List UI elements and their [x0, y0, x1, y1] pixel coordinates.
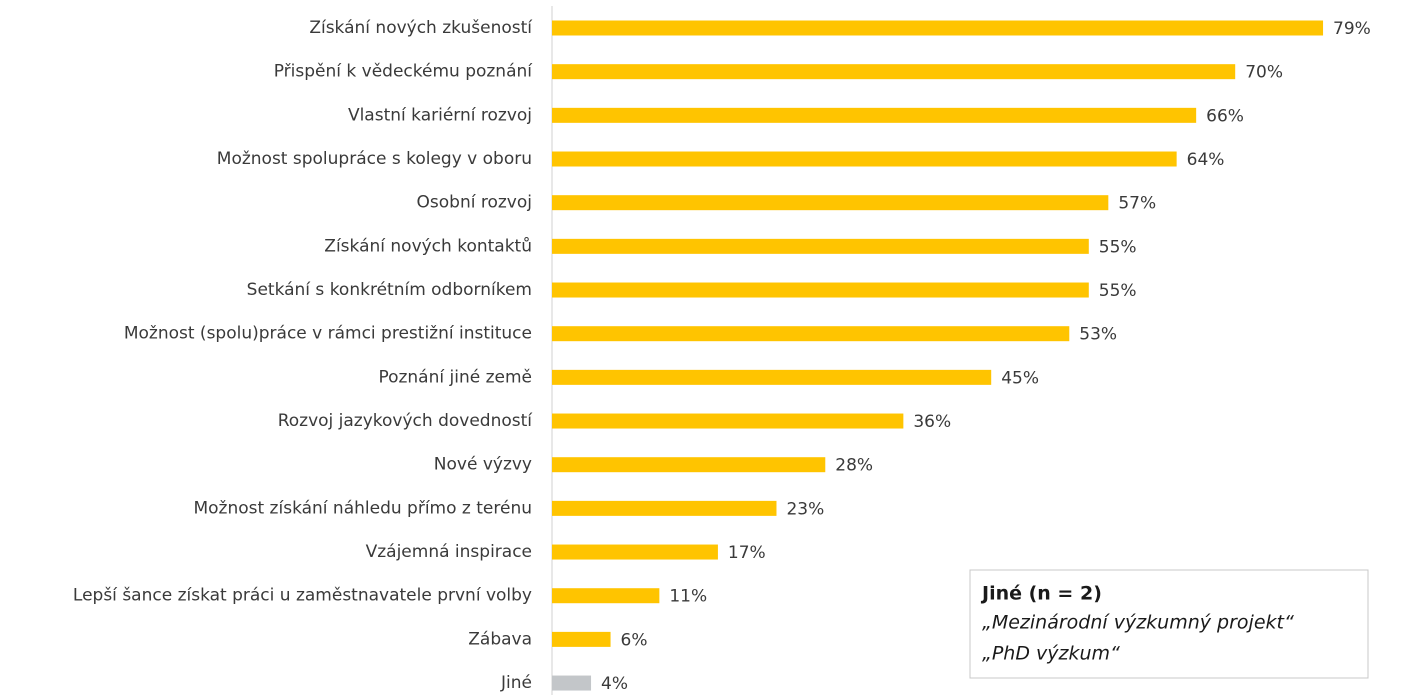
value-label: 70%: [1245, 63, 1283, 83]
value-label: 55%: [1099, 237, 1137, 257]
value-label: 36%: [913, 412, 951, 432]
annotation-line: „PhD výzkum“: [982, 643, 1120, 665]
value-label: 57%: [1118, 194, 1156, 214]
bar: [552, 326, 1070, 342]
category-label: Možnost získání náhledu přímo z terénu: [193, 498, 532, 518]
category-label: Nové výzvy: [434, 455, 532, 475]
annotation-title: Jiné (n = 2): [980, 583, 1102, 605]
value-label: 6%: [621, 630, 648, 650]
category-label: Poznání jiné země: [378, 367, 532, 387]
category-label: Rozvoj jazykových dovedností: [278, 411, 534, 431]
value-label: 11%: [669, 587, 707, 607]
category-label: Osobní rozvoj: [417, 193, 532, 213]
bar: [552, 544, 718, 560]
bar: [552, 675, 592, 691]
category-label: Získání nových kontaktů: [324, 236, 532, 256]
category-label: Získání nových zkušeností: [309, 18, 533, 38]
bar: [552, 588, 660, 604]
category-label: Vlastní kariérní rozvoj: [348, 105, 532, 125]
value-label: 23%: [786, 499, 824, 519]
value-label: 28%: [835, 456, 873, 476]
category-label: Přispění k vědeckému poznání: [274, 62, 534, 82]
value-label: 55%: [1099, 281, 1137, 301]
value-label: 53%: [1079, 325, 1117, 345]
bar: [552, 64, 1236, 80]
value-label: 79%: [1333, 19, 1371, 39]
bar: [552, 282, 1089, 298]
category-label: Možnost spolupráce s kolegy v oboru: [217, 149, 532, 169]
category-label: Jiné: [500, 673, 532, 693]
annotation-box: [969, 569, 1369, 679]
category-label: Setkání s konkrétním odborníkem: [247, 280, 532, 300]
annotation-line: „Mezinárodní výzkumný projekt“: [982, 612, 1294, 634]
bar: [552, 457, 826, 473]
value-label: 17%: [728, 543, 766, 563]
bar: [552, 107, 1197, 123]
value-label: 4%: [601, 674, 628, 694]
category-label: Vzájemná inspirace: [366, 542, 532, 562]
category-label: Zábava: [468, 629, 532, 649]
value-label: 45%: [1001, 368, 1039, 388]
bar: [552, 195, 1109, 211]
value-label: 66%: [1206, 106, 1244, 126]
bar: [552, 20, 1324, 36]
bar: [552, 151, 1177, 167]
category-label: Možnost (spolu)práce v rámci prestižní i…: [124, 324, 532, 344]
value-label: 64%: [1187, 150, 1225, 170]
bar: [552, 369, 992, 385]
bar: [552, 631, 611, 647]
bar: [552, 413, 904, 429]
bar: [552, 500, 777, 516]
category-label: Lepší šance získat práci u zaměstnavatel…: [73, 586, 532, 606]
bar: [552, 238, 1089, 254]
